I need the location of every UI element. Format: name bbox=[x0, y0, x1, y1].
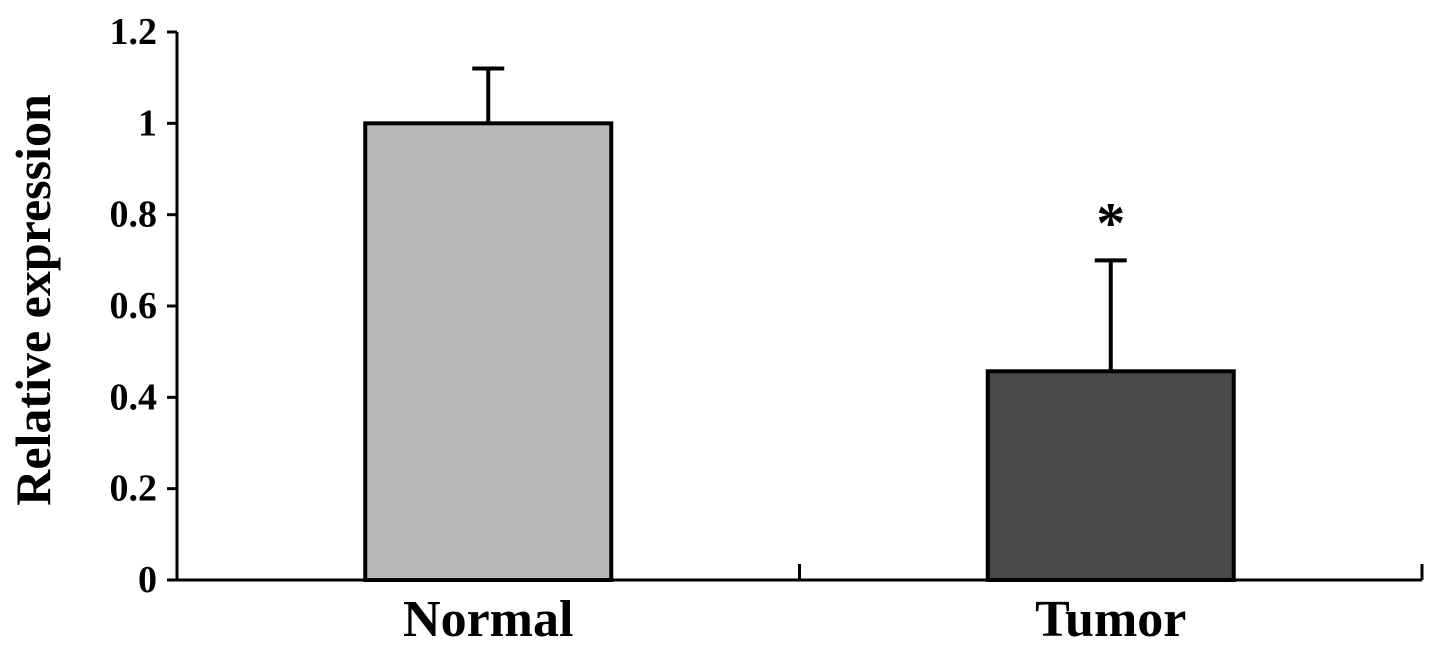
bar-normal bbox=[363, 121, 614, 582]
y-tick-label: 0.8 bbox=[110, 194, 158, 236]
labels: 0 0.2 0.4 0.6 0.8 1 1.2 Normal Tumor * bbox=[110, 11, 1187, 648]
y-tick-label: 0 bbox=[138, 559, 157, 601]
y-tick-label: 1.2 bbox=[110, 11, 158, 53]
y-tick-label: 0.4 bbox=[110, 376, 158, 418]
y-axis-label: Relative expression bbox=[5, 94, 61, 506]
y-tick-label: 0.6 bbox=[110, 285, 158, 327]
y-tick-label: 1 bbox=[138, 102, 157, 144]
bars bbox=[363, 66, 1236, 583]
significance-marker: * bbox=[1096, 190, 1125, 255]
x-category-label: Tumor bbox=[1035, 591, 1186, 648]
y-axis-label-group: Relative expression bbox=[5, 94, 61, 506]
y-tick-label: 0.2 bbox=[110, 468, 158, 510]
bar-tumor bbox=[985, 369, 1236, 583]
x-category-label: Normal bbox=[403, 591, 573, 648]
